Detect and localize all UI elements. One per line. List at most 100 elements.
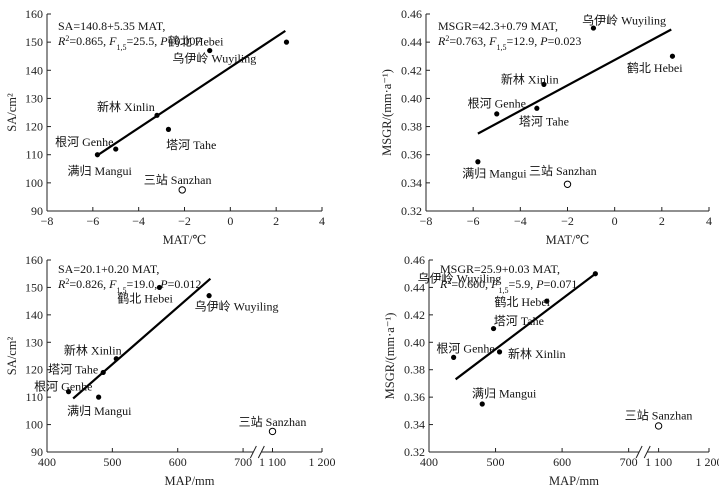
x-tick-label: −8 xyxy=(420,214,433,228)
data-point xyxy=(451,354,457,360)
regression-equation: MSGR=42.3+0.79 MAT, R2=0.763, F1,5=12.9, … xyxy=(437,19,581,52)
regression-equation: SA=20.1+0.20 MAT, R2=0.826, F1,5=19.0, P=… xyxy=(57,262,201,295)
y-tick-label: 120 xyxy=(25,363,43,377)
point-label: 鹤北 Hebei xyxy=(168,34,224,49)
axis-break-mark xyxy=(249,445,257,459)
x-axis-label: MAP/mm xyxy=(164,474,214,488)
y-tick-label: 130 xyxy=(25,91,43,105)
point-label: 根河 Genhe xyxy=(436,341,494,355)
point-label: 塔河 Tahe xyxy=(166,138,216,152)
y-tick-label: 100 xyxy=(25,418,43,432)
data-point xyxy=(65,389,72,395)
regression-line xyxy=(454,272,597,381)
data-point xyxy=(283,39,290,45)
y-tick-label: 0.32 xyxy=(401,204,422,218)
data-point xyxy=(590,25,597,31)
data-point xyxy=(165,126,172,132)
point-label: 新林 Xinlin xyxy=(508,346,566,361)
axis-break-mark xyxy=(635,445,643,459)
regression-equation: MSGR=25.9+0.03 MAT, R2=0.600, F1,5=5.9, P… xyxy=(439,262,577,295)
point-label: 三站 Sanzhan xyxy=(529,164,597,178)
y-tick-label: 0.38 xyxy=(404,363,425,377)
regression-line xyxy=(96,29,286,157)
x-axis-label: MAT/℃ xyxy=(546,233,590,247)
x-tick-label: 700 xyxy=(620,455,638,469)
data-point xyxy=(100,369,106,376)
x-tick-label: 4 xyxy=(319,214,325,228)
data-point xyxy=(494,111,500,117)
data-point xyxy=(534,105,540,111)
regression-line xyxy=(72,277,212,400)
point-label: 满归 Mangui xyxy=(67,404,132,418)
y-tick-label: 0.36 xyxy=(404,390,425,404)
data-point xyxy=(94,152,101,158)
regression-line xyxy=(477,28,672,135)
point-label: 乌伊岭 Wuyiling xyxy=(195,299,279,314)
point-label: 新林 Xinlin xyxy=(501,71,559,86)
point-label: 三站 Sanzhan xyxy=(144,173,212,187)
point-label: 塔河 Tahe xyxy=(494,314,544,328)
y-axis-label: MSGR/(mm·a⁻¹) xyxy=(383,313,397,400)
y-tick-label: 110 xyxy=(25,148,43,162)
y-tick-label: 110 xyxy=(25,390,43,404)
y-tick-label: 160 xyxy=(25,7,43,21)
panel-bottom-right: 400 500 600 700 1 100 1 200 0.32 0.34 0.36 0.38 0.… xyxy=(383,253,719,488)
y-tick-label: 90 xyxy=(31,204,43,218)
y-tick-label: 0.38 xyxy=(401,120,422,134)
data-point xyxy=(490,325,497,332)
x-tick-label: 2 xyxy=(273,214,279,228)
data-point xyxy=(207,47,213,54)
y-tick-label: 0.36 xyxy=(401,148,422,162)
data-point xyxy=(113,356,119,362)
y-tick-label: 0.46 xyxy=(401,7,422,21)
point-label: 满归 Mangui xyxy=(472,387,537,401)
x-tick-label: 0 xyxy=(612,214,618,228)
y-tick-label: 0.46 xyxy=(404,253,425,267)
data-point-open xyxy=(654,422,663,430)
y-axis-label: SA/cm² xyxy=(5,93,19,132)
x-tick-label: 600 xyxy=(169,455,187,469)
data-point-open xyxy=(563,180,572,188)
point-label: 鹤北 Hebei xyxy=(117,290,173,305)
x-tick-label: −4 xyxy=(132,214,145,228)
axis-break-mark xyxy=(257,445,265,459)
y-tick-label: 100 xyxy=(25,176,43,190)
x-tick-label: −4 xyxy=(514,214,527,228)
y-axis-label: SA/cm² xyxy=(5,337,19,376)
x-tick-label: 600 xyxy=(553,455,571,469)
point-label: 鹤北 Hebei xyxy=(494,294,550,309)
x-tick-label: −2 xyxy=(178,214,191,228)
point-label: 满归 Mangui xyxy=(462,167,527,181)
data-point xyxy=(479,401,485,407)
x-tick-label: −6 xyxy=(467,214,480,228)
y-axis-label: MSGR/(mm·a⁻¹) xyxy=(380,69,394,156)
axis-break-mark xyxy=(643,445,651,459)
x-tick-label: 400 xyxy=(38,455,56,469)
data-point xyxy=(113,146,119,152)
data-point-open xyxy=(268,427,277,436)
data-point xyxy=(154,112,160,118)
y-tick-label: 0.42 xyxy=(404,308,425,322)
data-point-open xyxy=(178,186,186,194)
y-tick-label: 140 xyxy=(25,63,43,77)
panel-bottom-left: 400 500 600 700 1 100 1 200 90 100 110 120 130 140 1… xyxy=(5,253,336,488)
y-tick-label: 0.44 xyxy=(404,280,425,294)
y-tick-label: 140 xyxy=(25,308,43,322)
x-tick-label: −2 xyxy=(561,214,574,228)
y-tick-label: 120 xyxy=(25,120,43,134)
x-tick-label: 400 xyxy=(420,455,438,469)
x-tick-label: 500 xyxy=(487,455,505,469)
x-tick-label: 0 xyxy=(227,214,233,228)
y-tick-label: 0.32 xyxy=(404,445,425,459)
data-point xyxy=(541,81,547,87)
y-tick-label: 130 xyxy=(25,335,43,349)
panel-top-right: −8 −6 −4 −2 0 2 4 0.32 0.34 0.36 0.38 0.40 0.42 0.44 0… xyxy=(380,7,712,247)
y-tick-label: 150 xyxy=(25,280,43,294)
point-label: 根河 Genhe xyxy=(468,96,526,110)
x-tick-label: 1 100 xyxy=(645,455,672,469)
data-point xyxy=(496,349,503,355)
y-tick-label: 0.34 xyxy=(404,418,425,432)
y-tick-label: 0.34 xyxy=(401,176,422,190)
